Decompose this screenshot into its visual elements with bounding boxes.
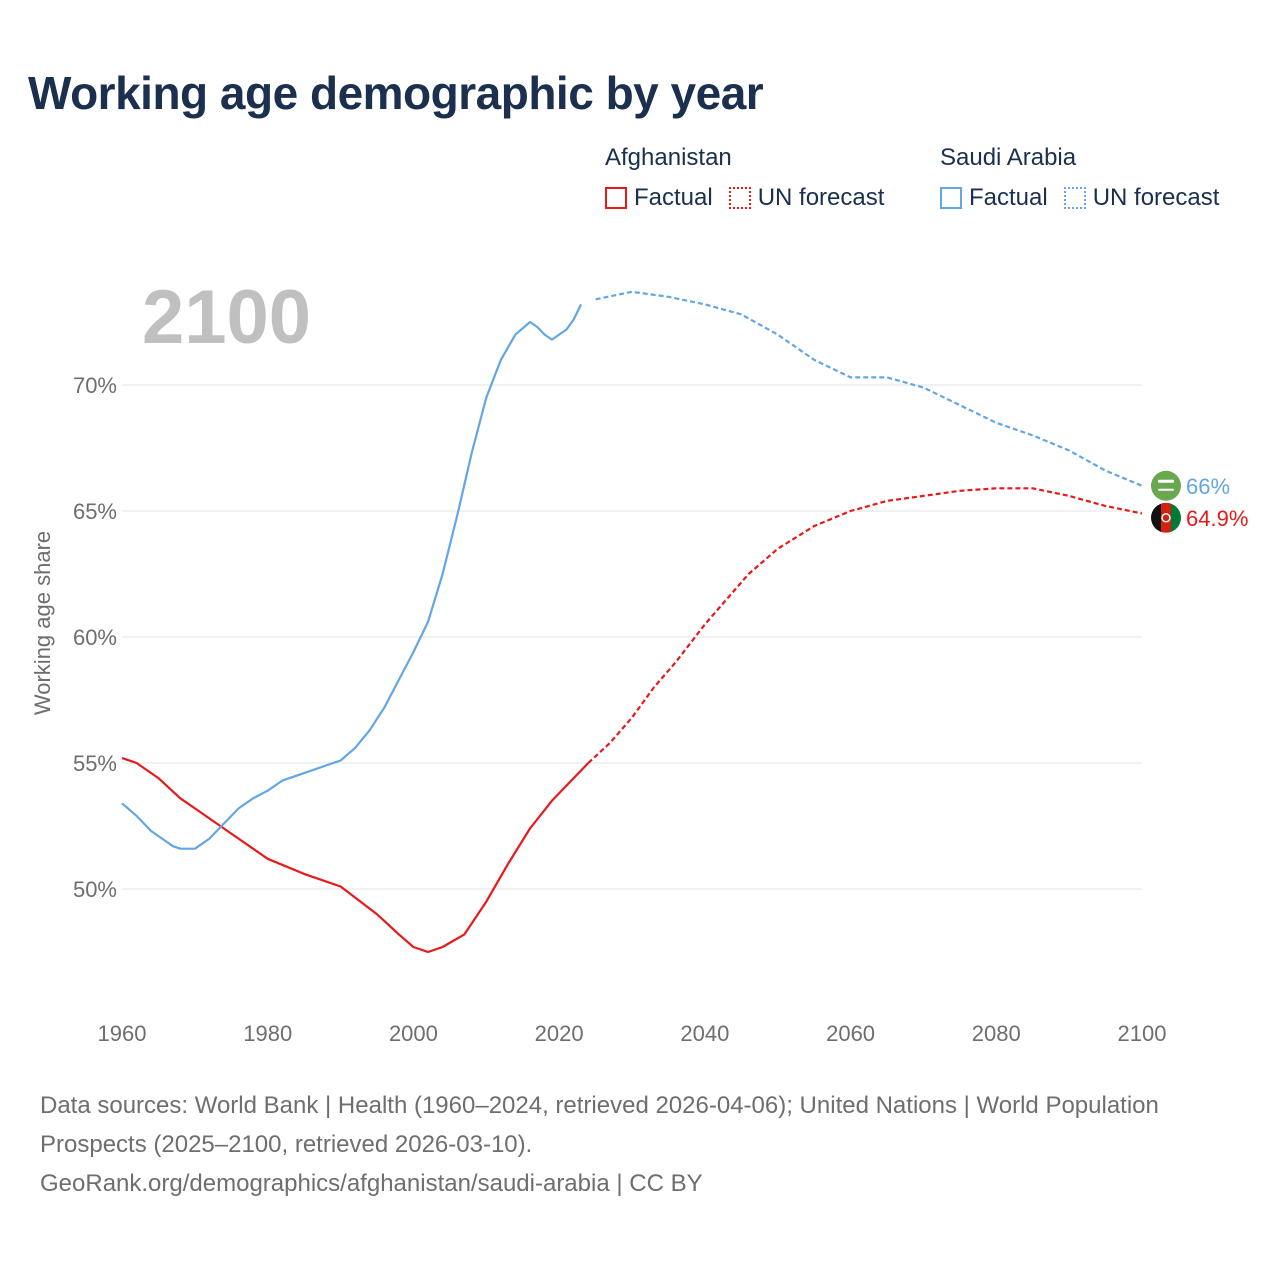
y-tick-label: 60% <box>73 625 117 650</box>
series-line-saudi-arabia-factual <box>121 303 582 850</box>
legend-label: Factual <box>969 184 1048 211</box>
line-chart: 2100 50% 55% 60% 65% 70% 1960 1980 2000 2020 204… <box>30 275 1248 1046</box>
flag-script-mark <box>1158 479 1174 483</box>
x-tick-label: 1960 <box>98 1021 147 1046</box>
flag-disc <box>1151 470 1181 501</box>
x-tick-label: 2080 <box>972 1021 1021 1046</box>
legend-label: UN forecast <box>757 184 885 211</box>
x-tick-label: 2100 <box>1118 1021 1167 1046</box>
current-year-watermark: 2100 <box>142 275 311 360</box>
series-line-afghanistan-factual <box>121 756 590 954</box>
legend-label: Factual <box>634 184 713 211</box>
flag-stripe-green <box>1171 502 1181 533</box>
chart-title: Working age demographic by year <box>28 67 764 119</box>
x-tick-label: 2000 <box>389 1021 438 1046</box>
x-tick-label: 2040 <box>680 1021 729 1046</box>
saudi-arabia-flag <box>1151 470 1181 501</box>
legend-group-title: Saudi Arabia <box>940 144 1077 171</box>
legend-swatch-dotted <box>728 187 751 209</box>
flag-emblem <box>1161 513 1171 523</box>
series-line-saudi-arabia-forecast <box>595 290 1143 487</box>
x-tick-label: 2020 <box>535 1021 584 1046</box>
endpoint-layer: 66% 64.9% <box>1151 470 1248 533</box>
legend-item-afghanistan-factual[interactable]: Factual <box>605 184 713 212</box>
x-tick-label: 2060 <box>826 1021 875 1046</box>
legend-swatch-solid <box>940 187 962 209</box>
series-layer <box>121 290 1143 954</box>
legend-swatch-dotted <box>1063 187 1086 209</box>
y-tick-label: 65% <box>73 499 117 524</box>
flag-stripe-red <box>1161 502 1171 533</box>
series-line-afghanistan-forecast <box>587 487 1143 764</box>
afghanistan-flag <box>1151 502 1181 533</box>
grid-layer <box>122 384 1142 890</box>
y-axis-label: Working age share <box>30 531 55 715</box>
y-tick-label: 70% <box>73 373 117 398</box>
legend-group-title: Afghanistan <box>605 144 732 171</box>
footer: Data sources: World Bank | Health (1960–… <box>40 1086 1240 1203</box>
legend-swatch-solid <box>605 187 627 209</box>
x-tick-label: 1980 <box>243 1021 292 1046</box>
legend-item-saudi-arabia-factual[interactable]: Factual <box>940 184 1048 212</box>
legend-group-afghanistan: Afghanistan Factual UN forecast <box>605 144 900 212</box>
flag-sword-mark <box>1158 488 1174 491</box>
y-tick-label: 55% <box>73 751 117 776</box>
legend-group-saudi-arabia: Saudi Arabia Factual UN forecast <box>940 144 1235 212</box>
end-value-label: 66% <box>1186 474 1230 499</box>
x-axis: 1960 1980 2000 2020 2040 2060 2080 2100 <box>98 1021 1167 1046</box>
y-tick-label: 50% <box>73 877 117 902</box>
credit-link[interactable]: GeoRank.org/demographics/afghanistan/sau… <box>40 1170 703 1197</box>
legend-item-afghanistan-forecast[interactable]: UN forecast <box>728 184 885 212</box>
data-sources: Data sources: World Bank | Health (1960–… <box>40 1092 1159 1158</box>
y-axis: 50% 55% 60% 65% 70% <box>73 373 117 902</box>
end-value-label: 64.9% <box>1186 506 1248 531</box>
legend-label: UN forecast <box>1092 184 1220 211</box>
flag-stripe-black <box>1151 502 1161 533</box>
legend-item-saudi-arabia-forecast[interactable]: UN forecast <box>1063 184 1220 212</box>
